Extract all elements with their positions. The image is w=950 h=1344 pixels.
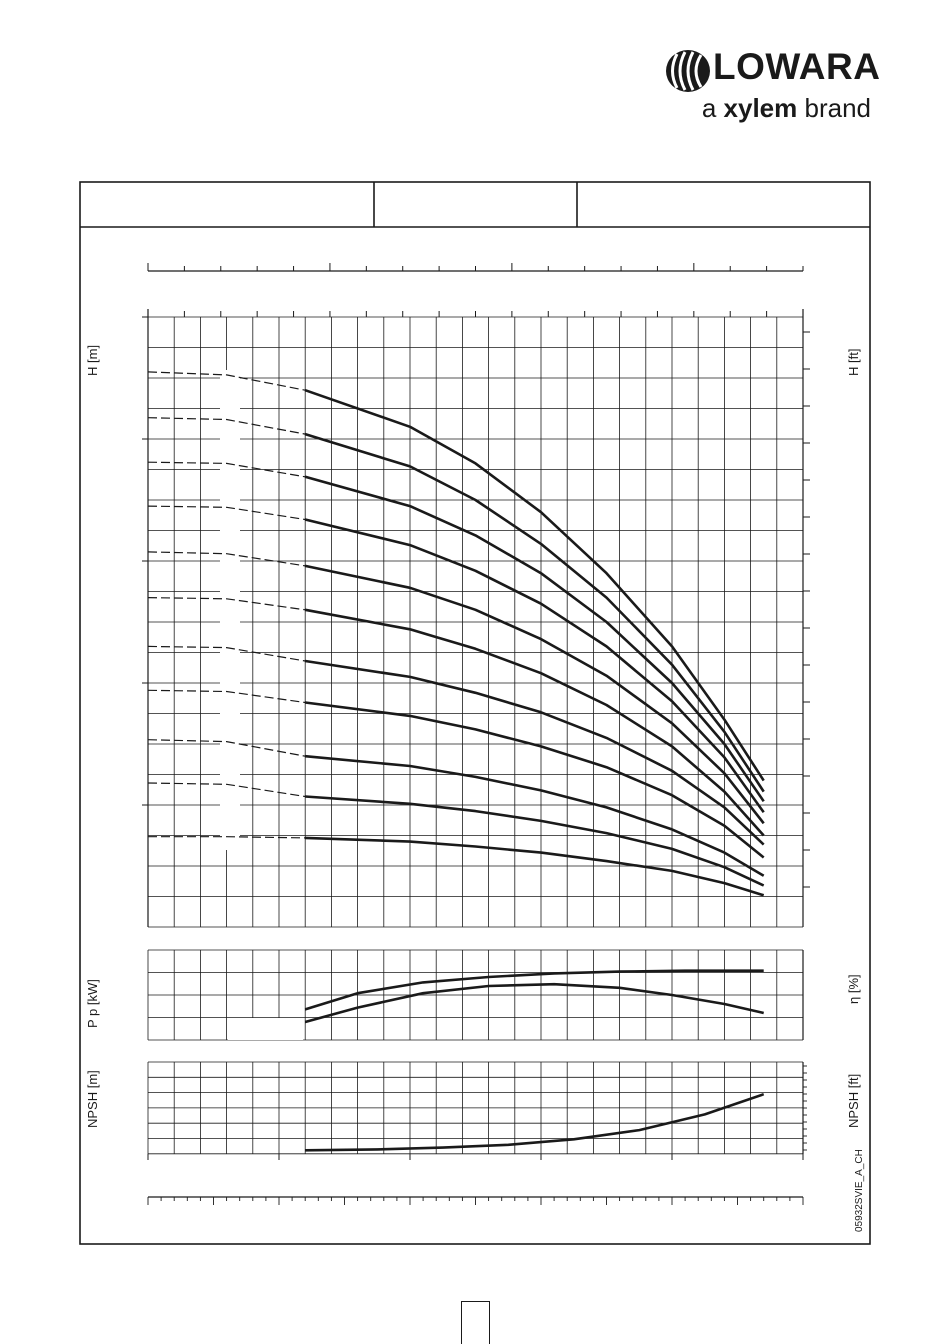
head-curve-5	[304, 564, 765, 825]
power-curve	[304, 969, 764, 1011]
head-curve-dashed-11	[148, 836, 306, 839]
efficiency-axis-label-right: η [%]	[846, 974, 861, 1004]
head-curve-dashed-1	[147, 371, 306, 391]
head-curve-1	[304, 388, 765, 782]
head-curve-dashed-10	[147, 782, 306, 798]
head-curve-9	[305, 754, 765, 877]
power-efficiency-curves	[304, 969, 764, 1024]
efficiency-curve	[304, 982, 764, 1024]
npsh-axis-label-left: NPSH [m]	[85, 1070, 100, 1128]
head-curve-8	[305, 701, 765, 859]
outer-frame	[79, 181, 871, 1245]
head-curve-dashed-8	[147, 689, 306, 704]
head-curve-10	[305, 795, 765, 887]
head-curve-dashed-9	[147, 739, 306, 757]
lowara-logo: LOWARA a xylem brand	[660, 44, 880, 126]
sheet-frame	[79, 181, 871, 1245]
lowara-swirl-icon	[666, 50, 710, 92]
power-axis-label-left: P p [kW]	[85, 979, 100, 1028]
head-chart-grid	[142, 309, 810, 928]
head-blank-band	[220, 370, 240, 850]
head-curve-dashed-3	[147, 461, 306, 478]
brand-tagline: a xylem brand	[701, 93, 871, 123]
npsh-curves	[305, 1092, 765, 1152]
npsh-curve	[305, 1092, 765, 1152]
head-curve-3	[304, 475, 765, 803]
page-number-box	[461, 1301, 490, 1344]
head-curves	[147, 371, 765, 897]
head-curve-dashed-5	[147, 551, 306, 567]
npsh-axis-label-right: NPSH [ft]	[846, 1074, 861, 1128]
power-chart-grid	[147, 949, 804, 1041]
head-curve-4	[304, 518, 765, 814]
head-curve-dashed-4	[147, 505, 306, 521]
flow-scales	[147, 263, 804, 1205]
drawing-code: 05932SVIE_A_CH	[854, 1149, 865, 1232]
brand-name: LOWARA	[713, 46, 881, 87]
head-axis-label-left: H [m]	[85, 345, 100, 376]
power-blank-area	[228, 1018, 303, 1040]
head-curve-6	[304, 608, 765, 837]
head-curve-2	[304, 432, 765, 793]
head-curve-7	[305, 659, 765, 846]
head-axis-label-right: H [ft]	[846, 349, 861, 376]
head-curve-dashed-7	[147, 645, 306, 662]
head-curve-dashed-6	[147, 597, 306, 611]
npsh-chart-grid	[147, 1061, 807, 1160]
head-curve-dashed-2	[147, 417, 306, 435]
head-curve-11	[305, 836, 765, 897]
